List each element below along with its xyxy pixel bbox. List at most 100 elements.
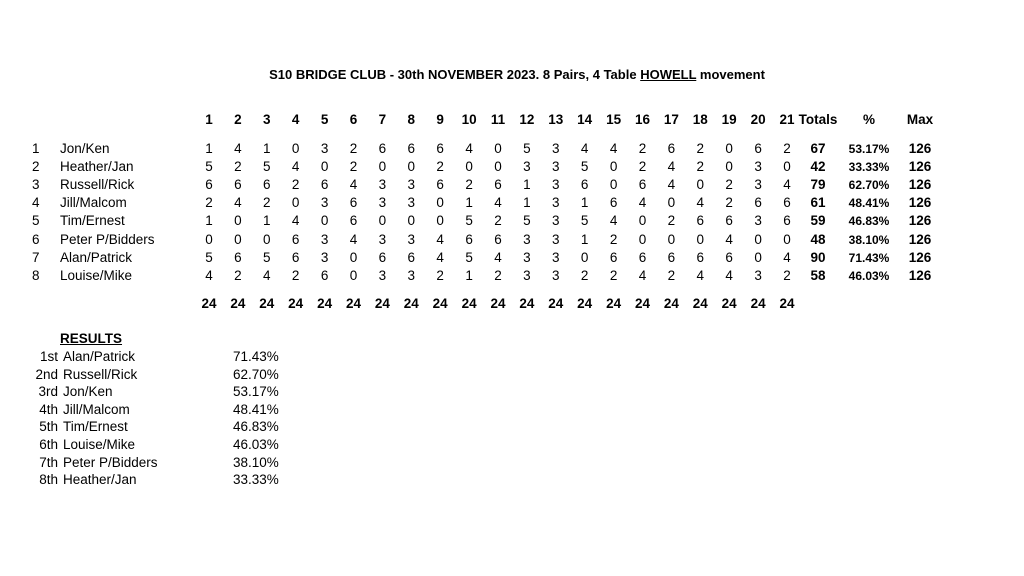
score-cell: 6 — [234, 250, 242, 265]
board-total: 24 — [750, 296, 766, 311]
board-total: 24 — [432, 296, 448, 311]
score-cell: 0 — [378, 159, 387, 174]
score-cell: 0 — [465, 159, 473, 174]
score-cell: 3 — [754, 159, 762, 174]
score-cell: 5 — [465, 250, 473, 265]
score-cell: 3 — [320, 195, 329, 210]
board-header: 18 — [692, 112, 708, 127]
score-cell: 2 — [725, 177, 733, 192]
score-cell: 3 — [552, 177, 560, 192]
score-cell: 4 — [609, 141, 618, 156]
pair-name: Jon/Ken — [60, 141, 110, 156]
board-total: 24 — [403, 296, 419, 311]
score-cell: 3 — [407, 268, 416, 283]
score-cell: 2 — [291, 268, 300, 283]
score-cell: 2 — [465, 177, 473, 192]
pair-number: 5 — [32, 213, 40, 228]
score-cell: 1 — [465, 195, 473, 210]
score-cell: 1 — [465, 268, 473, 283]
result-pair: Louise/Mike — [63, 437, 136, 452]
score-cell: 6 — [263, 177, 271, 192]
result-percent: 53.17% — [233, 384, 279, 400]
score-cell: 2 — [494, 213, 502, 228]
pair-number: 1 — [32, 141, 40, 156]
pair-name: Alan/Patrick — [60, 250, 133, 265]
score-cell: 4 — [234, 141, 242, 156]
score-cell: 2 — [783, 268, 791, 283]
board-header: 6 — [349, 112, 358, 127]
results-heading: RESULTS — [60, 331, 123, 346]
score-cell: 0 — [436, 213, 444, 228]
score-cell: 6 — [667, 141, 676, 156]
board-header: 19 — [721, 112, 737, 127]
pct-header: % — [862, 112, 876, 127]
result-place: 7th — [39, 454, 58, 470]
total-cell: 90 — [810, 250, 826, 265]
score-cell: 2 — [205, 195, 213, 210]
board-header: 4 — [291, 112, 300, 127]
board-total: 24 — [779, 296, 795, 311]
score-cell: 0 — [696, 177, 705, 192]
score-cell: 4 — [349, 177, 358, 192]
score-cell: 2 — [696, 159, 705, 174]
board-header: 17 — [663, 112, 679, 127]
score-cell: 6 — [234, 177, 242, 192]
board-total: 24 — [345, 296, 362, 311]
score-cell: 2 — [234, 159, 242, 174]
percent-cell: 46.83% — [848, 214, 890, 228]
board-header: 21 — [779, 112, 795, 127]
score-cell: 0 — [320, 213, 329, 228]
score-cell: 0 — [754, 250, 762, 265]
score-cell: 6 — [320, 268, 329, 283]
score-cell: 3 — [378, 195, 387, 210]
score-cell: 3 — [523, 232, 531, 247]
result-pair: Jon/Ken — [63, 384, 113, 400]
score-cell: 3 — [378, 232, 387, 247]
board-total: 24 — [259, 296, 275, 311]
score-cell: 3 — [552, 250, 560, 265]
score-cell: 2 — [638, 159, 647, 174]
score-cell: 0 — [234, 232, 242, 247]
score-cell: 2 — [234, 268, 242, 283]
score-cell: 6 — [494, 232, 502, 247]
board-header: 15 — [606, 112, 622, 127]
score-cell: 0 — [436, 195, 444, 210]
max-cell: 126 — [908, 268, 932, 283]
score-cell: 6 — [725, 250, 733, 265]
score-cell: 4 — [725, 268, 733, 283]
board-header: 16 — [634, 112, 651, 127]
score-cell: 2 — [696, 141, 705, 156]
score-cell: 2 — [349, 159, 358, 174]
score-cell: 0 — [205, 232, 213, 247]
board-total: 24 — [692, 296, 708, 311]
result-place: 8th — [39, 472, 58, 488]
board-header: 8 — [407, 112, 416, 127]
result-pair: Tim/Ernest — [63, 419, 128, 435]
board-header: 5 — [320, 112, 329, 127]
score-cell: 1 — [580, 232, 589, 247]
board-total: 24 — [201, 296, 217, 311]
score-cell: 3 — [523, 159, 531, 174]
score-cell: 6 — [378, 250, 387, 265]
result-pair: Alan/Patrick — [63, 349, 136, 364]
result-pair: Heather/Jan — [63, 472, 137, 488]
score-cell: 4 — [783, 250, 791, 265]
score-cell: 0 — [667, 232, 676, 247]
title-underlined: HOWELL — [640, 67, 697, 82]
board-total: 24 — [288, 296, 304, 311]
score-cell: 0 — [234, 213, 242, 228]
max-cell: 126 — [908, 213, 932, 228]
score-cell: 6 — [696, 250, 705, 265]
result-percent: 38.10% — [233, 454, 279, 470]
board-header: 9 — [436, 112, 444, 127]
score-cell: 4 — [696, 268, 705, 283]
score-cell: 0 — [494, 159, 502, 174]
score-cell: 4 — [436, 250, 444, 265]
score-cell: 5 — [205, 250, 213, 265]
score-cell: 1 — [580, 195, 589, 210]
score-cell: 1 — [263, 141, 271, 156]
result-percent: 46.03% — [233, 437, 279, 452]
score-cell: 3 — [523, 268, 531, 283]
score-cell: 6 — [754, 141, 762, 156]
score-cell: 3 — [552, 195, 560, 210]
